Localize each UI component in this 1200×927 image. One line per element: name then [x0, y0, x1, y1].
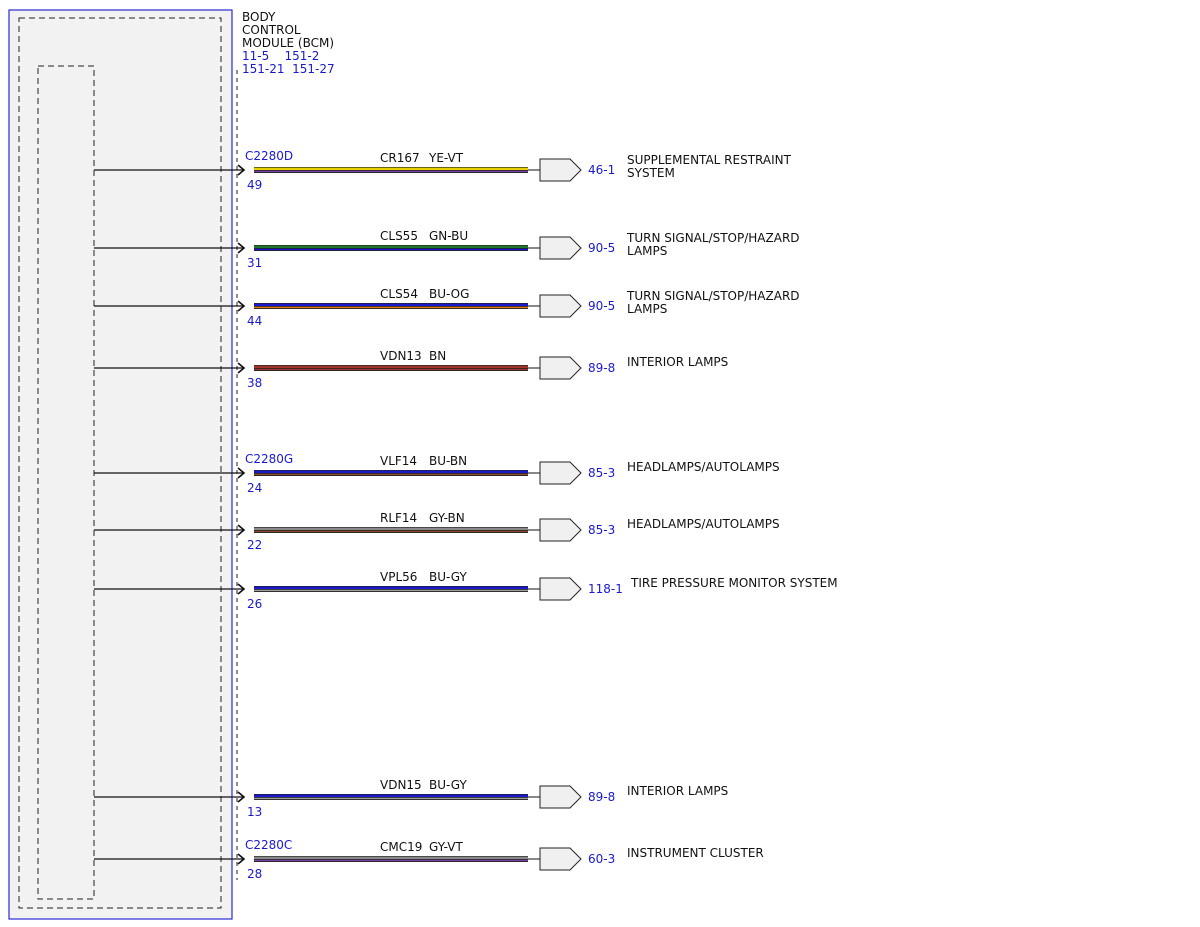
module-ref: 11-5 151-2 151-21 151-27 [0, 0, 346, 76]
circuit-id: VPL56 [380, 570, 417, 584]
destination-label: LAMPS [627, 244, 667, 258]
pin-chevron-icon [237, 164, 246, 176]
destination-label: TURN SIGNAL/STOP/HAZARD [626, 289, 800, 303]
page-reference: 89-8 [588, 361, 615, 375]
destination-connector-icon [539, 847, 582, 871]
connector-id: C2280D [245, 149, 293, 163]
pin-number: 24 [247, 481, 262, 495]
circuit-id: VDN15 [380, 778, 422, 792]
page-reference: 90-5 [588, 241, 615, 255]
bcm-module-box [8, 9, 233, 920]
destination-label: SYSTEM [627, 166, 675, 180]
circuit-row: 44 CLS54 BU-OG 90-5 TURN SIGNAL/STOP/HAZARDL… [94, 287, 800, 328]
pin-number: 13 [247, 805, 262, 819]
circuit-row: C2280D 49 CR167 YE-VT 46-1 SUPPLEMENTAL RESTR… [94, 149, 792, 192]
wire-color-code: GY-BN [429, 511, 465, 525]
destination-label: HEADLAMPS/AUTOLAMPS [627, 460, 780, 474]
circuit-row: C2280C 28 CMC19 GY-VT 60-3 INSTRUMENT CLUSTER [94, 838, 764, 881]
destination-connector-icon [539, 518, 582, 542]
pin-number: 49 [247, 178, 262, 192]
page-reference: 85-3 [588, 523, 615, 537]
wire-color-code: GN-BU [429, 229, 468, 243]
pin-number: 26 [247, 597, 262, 611]
page-reference: 60-3 [588, 852, 615, 866]
destination-label: HEADLAMPS/AUTOLAMPS [627, 517, 780, 531]
circuit-id: CMC19 [380, 840, 422, 854]
destination-connector-icon [539, 461, 582, 485]
wire-color-code: GY-VT [429, 840, 463, 854]
destination-label: INTERIOR LAMPS [627, 355, 728, 369]
destination-label: TIRE PRESSURE MONITOR SYSTEM [630, 576, 838, 590]
circuit-id: CR167 [380, 151, 420, 165]
module-title: BODY CONTROL MODULE (BCM) [242, 10, 334, 50]
module-title-line: CONTROL [242, 23, 301, 37]
circuit-row: 31 CLS55 GN-BU 90-5 TURN SIGNAL/STOP/HAZARDL… [94, 229, 800, 270]
destination-label: INSTRUMENT CLUSTER [627, 846, 764, 860]
destination-connector-icon [539, 236, 582, 260]
circuit-row: 38 VDN13 BN 89-8 INTERIOR LAMPS [94, 349, 728, 390]
circuit-id: RLF14 [380, 511, 417, 525]
circuit-id: CLS55 [380, 229, 418, 243]
circuit-id: CLS54 [380, 287, 418, 301]
module-title-line: MODULE (BCM) [242, 36, 334, 50]
module-ref-line: 11-5 151-2 [242, 49, 319, 63]
page-reference: 90-5 [588, 299, 615, 313]
wire-color-code: BN [429, 349, 446, 363]
circuit-row: 13 VDN15 BU-GY 89-8 INTERIOR LAMPS [94, 778, 728, 819]
bcm-inner-dashed-box [18, 17, 222, 909]
pin-chevron-icon [237, 524, 246, 536]
connector-id: C2280G [245, 452, 293, 466]
pin-chevron-icon [237, 853, 246, 865]
page-reference: 46-1 [588, 163, 615, 177]
destination-label: LAMPS [627, 302, 667, 316]
pin-chevron-icon [237, 362, 246, 374]
bcm-internal-circuit-box [37, 65, 95, 900]
page-reference: 85-3 [588, 466, 615, 480]
wire-color-code: YE-VT [428, 151, 464, 165]
destination-label: INTERIOR LAMPS [627, 784, 728, 798]
connector-id: C2280C [245, 838, 292, 852]
wire-color-code: BU-OG [429, 287, 469, 301]
page-reference: 89-8 [588, 790, 615, 804]
pin-chevron-icon [237, 583, 246, 595]
wire-color-code: BU-BN [429, 454, 467, 468]
module-title-line: BODY [242, 10, 276, 24]
destination-label: TURN SIGNAL/STOP/HAZARD [626, 231, 800, 245]
pin-number: 28 [247, 867, 262, 881]
wire-color-code: BU-GY [429, 570, 467, 584]
circuit-row: 26 VPL56 BU-GY 118-1 TIRE PRESSURE MONITOR S… [94, 570, 838, 611]
pin-number: 31 [247, 256, 262, 270]
pin-chevron-icon [237, 791, 246, 803]
circuit-row: C2280G 24 VLF14 BU-BN 85-3 HEADLAMPS/AUTOLAMP… [94, 452, 780, 495]
destination-label: SUPPLEMENTAL RESTRAINT [627, 153, 792, 167]
wire-color-code: BU-GY [429, 778, 467, 792]
circuit-id: VDN13 [380, 349, 422, 363]
pin-chevron-icon [237, 467, 246, 479]
destination-connector-icon [539, 356, 582, 380]
pin-number: 44 [247, 314, 262, 328]
destination-connector-icon [539, 158, 582, 182]
destination-connector-icon [539, 785, 582, 809]
page-reference: 118-1 [588, 582, 623, 596]
pin-chevron-icon [237, 242, 246, 254]
pin-number: 22 [247, 538, 262, 552]
circuit-id: VLF14 [380, 454, 417, 468]
pin-chevron-icon [237, 300, 246, 312]
module-ref-line: 151-21 151-27 [242, 62, 335, 76]
destination-connector-icon [539, 294, 582, 318]
circuit-row: 22 RLF14 GY-BN 85-3 HEADLAMPS/AUTOLAMPS [94, 511, 780, 552]
destination-connector-icon [539, 577, 582, 601]
circuits-layer: C2280D 49 CR167 YE-VT 46-1 SUPPLEMENTAL RESTR… [94, 149, 838, 881]
pin-number: 38 [247, 376, 262, 390]
